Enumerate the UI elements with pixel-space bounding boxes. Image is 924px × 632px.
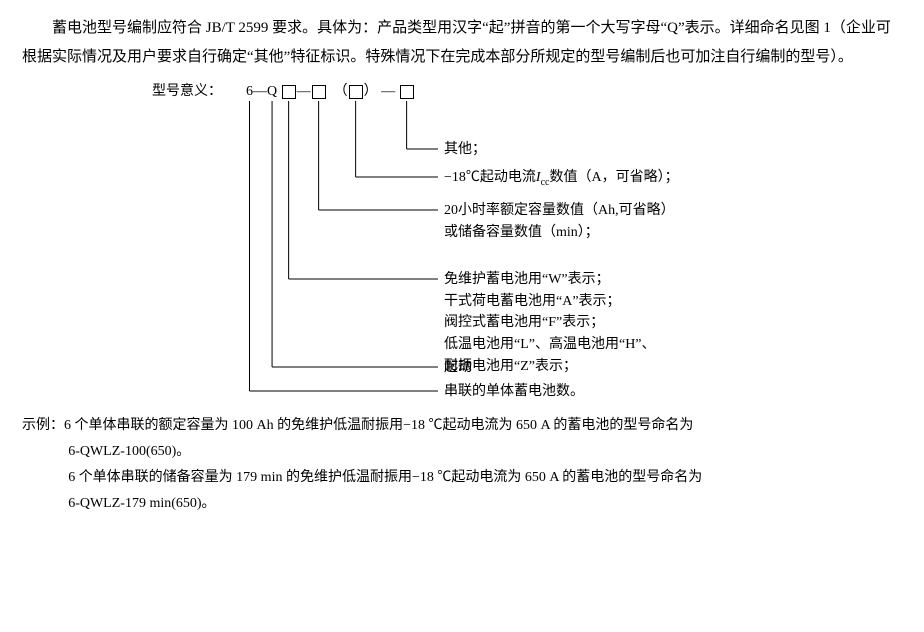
example-block: 示例：6 个单体串联的额定容量为 100 Ah 的免维护低温耐振用−18 ℃起动… (22, 413, 902, 517)
example1-line2: 6-QWLZ-100(650)。 (22, 439, 902, 465)
example1-line1: 6 个单体串联的额定容量为 100 Ah 的免维护低温耐振用−18 ℃起动电流为… (64, 418, 693, 433)
slot-feature-box (281, 79, 297, 106)
dash: — (297, 79, 311, 106)
dash: — (253, 79, 267, 106)
paren-l: （ (334, 79, 348, 106)
spacer (327, 79, 334, 106)
intro-paragraph: 蓄电池型号编制应符合 JB/T 2599 要求。具体为：产品类型用汉字“起”拼音… (22, 14, 902, 71)
box-icon (349, 85, 363, 99)
desc-starting: 起动 (444, 357, 472, 379)
model-row: 型号意义： 6 — Q — （ ） — (152, 79, 415, 106)
slot-cell-count: 6 (246, 79, 253, 106)
example2-line2: 6-QWLZ-179 min(650)。 (22, 491, 902, 517)
desc-cell-count: 串联的单体蓄电池数。 (444, 381, 584, 403)
example-label: 示例： (22, 413, 64, 439)
box-icon (282, 85, 296, 99)
model-label: 型号意义： (152, 79, 222, 106)
slot-current-box (348, 79, 364, 106)
desc-feature: 免维护蓄电池用“W”表示；干式荷电蓄电池用“A”表示；阀控式蓄电池用“F”表示；… (444, 269, 656, 377)
model-diagram: 型号意义： 6 — Q — （ ） — 其他； −18℃起动电流Icc数值（A，… (22, 77, 902, 407)
desc-current: −18℃起动电流Icc数值（A，可省略）； (444, 167, 679, 190)
slot-Q: Q (267, 79, 277, 106)
box-icon (400, 85, 414, 99)
slot-capacity-box (311, 79, 327, 106)
paren-r: ） (364, 79, 378, 106)
box-icon (312, 85, 326, 99)
dash: — (381, 79, 395, 106)
example2-line1: 6 个单体串联的储备容量为 179 min 的免维护低温耐振用−18 ℃起动电流… (22, 465, 902, 491)
desc-capacity: 20小时率额定容量数值（Ah,可省略）或储备容量数值（min）； (444, 200, 675, 243)
slot-other-box (399, 79, 415, 106)
desc-other: 其他； (444, 139, 486, 161)
